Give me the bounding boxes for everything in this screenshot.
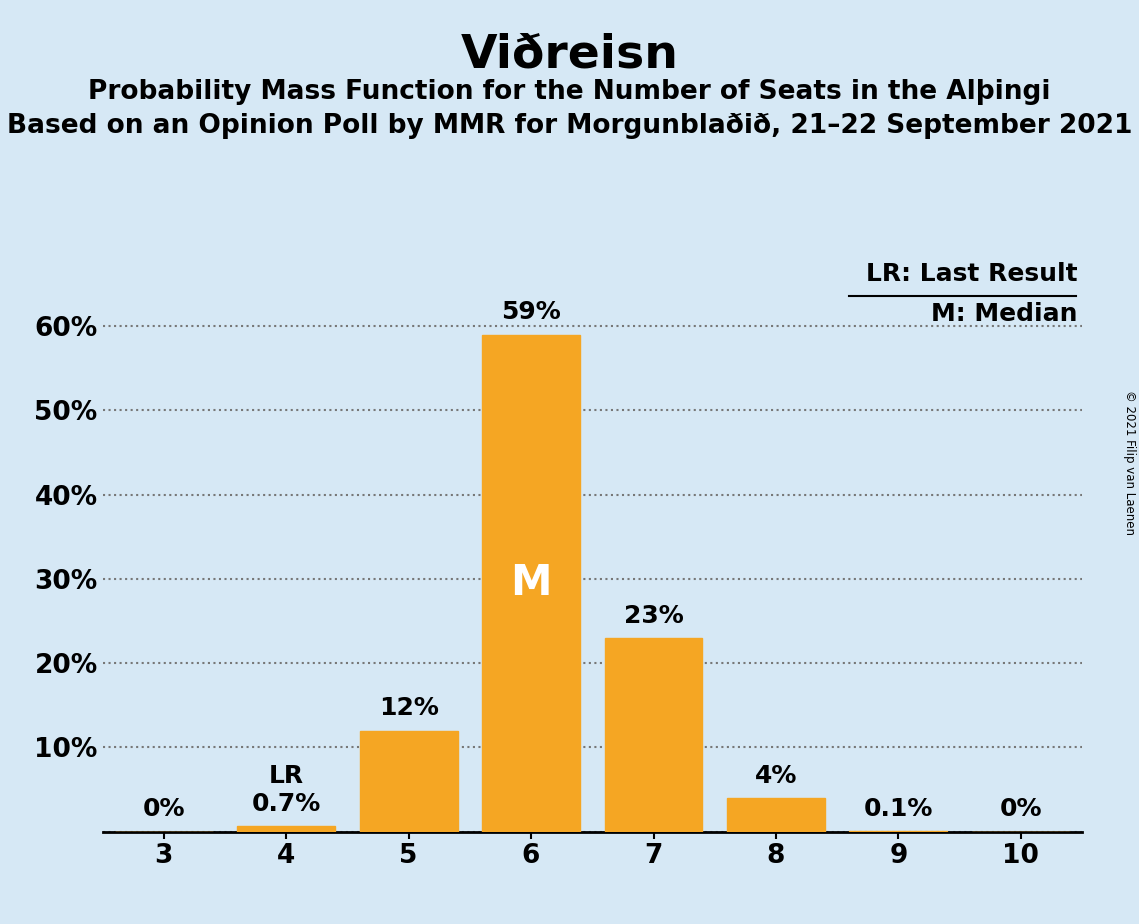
Bar [360, 731, 458, 832]
Text: 23%: 23% [624, 603, 683, 627]
Bar [605, 638, 703, 832]
Text: M: M [510, 562, 551, 604]
Text: Based on an Opinion Poll by MMR for Morgunblaðið, 21–22 September 2021: Based on an Opinion Poll by MMR for Morg… [7, 113, 1132, 139]
Text: Viðreisn: Viðreisn [460, 32, 679, 78]
Text: 12%: 12% [378, 697, 439, 721]
Bar [482, 334, 580, 832]
Text: 4%: 4% [755, 764, 797, 788]
Text: 59%: 59% [501, 300, 560, 324]
Text: LR: LR [269, 764, 304, 788]
Text: © 2021 Filip van Laenen: © 2021 Filip van Laenen [1123, 390, 1137, 534]
Bar [727, 798, 825, 832]
Text: 0.7%: 0.7% [252, 792, 321, 816]
Bar [237, 826, 335, 832]
Text: LR: Last Result: LR: Last Result [866, 261, 1077, 286]
Text: M: Median: M: Median [931, 301, 1077, 325]
Text: 0.1%: 0.1% [863, 796, 933, 821]
Text: Probability Mass Function for the Number of Seats in the Alþingi: Probability Mass Function for the Number… [88, 79, 1051, 104]
Text: 0%: 0% [1000, 797, 1042, 821]
Text: 0%: 0% [142, 797, 185, 821]
